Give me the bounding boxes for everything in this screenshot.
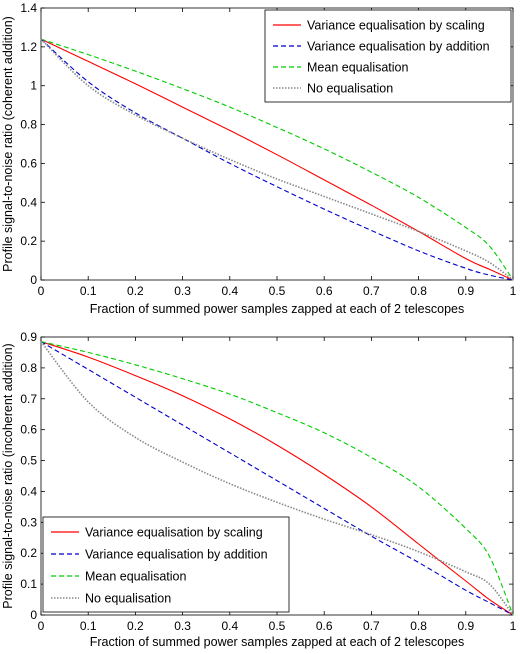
y-tick-label: 0.2 xyxy=(20,546,37,560)
y-tick-label: 0.3 xyxy=(20,515,37,529)
x-tick-label: 0.1 xyxy=(80,619,97,633)
x-tick-label: 0 xyxy=(38,284,45,298)
y-tick-label: 1.2 xyxy=(20,40,37,54)
y-tick-label: 0 xyxy=(30,608,37,622)
series-line-variance-equalisation-by-addition xyxy=(40,38,514,281)
legend: Variance equalisation by scaling Variance… xyxy=(42,516,290,613)
x-axis-label: Fraction of summed power samples zapped … xyxy=(90,635,465,649)
y-tick-label: 0.8 xyxy=(20,118,37,132)
x-tick-label: 0.9 xyxy=(457,284,474,298)
y-tick-label: 0.9 xyxy=(20,330,37,344)
x-tick-label: 0.5 xyxy=(269,619,286,633)
y-axis-label: Profile signal-to-noise ratio (incoheren… xyxy=(1,343,15,608)
y-tick-label: 0.6 xyxy=(20,156,37,170)
legend-box xyxy=(264,9,512,103)
x-tick-label: 1 xyxy=(510,619,517,633)
x-axis-ticks: 0 0.1 0.2 0.3 0.4 0.5 0.6 0.7 0.8 0.9 1 xyxy=(38,337,517,633)
x-tick-label: 1 xyxy=(510,284,517,298)
incoherent-addition-chart: 0 0.1 0.2 0.3 0.4 0.5 0.6 0.7 0.8 0.9 1 0 0.1 0.2 0.3… xyxy=(1,330,517,649)
y-tick-label: 0 xyxy=(30,273,37,287)
y-tick-label: 0.1 xyxy=(20,577,37,591)
coherent-addition-chart: 0 0.1 0.2 0.3 0.4 0.5 0.6 0.7 0.8 0.9 1 0 0.2 0.4 0.6… xyxy=(1,1,517,316)
x-tick-label: 0.7 xyxy=(363,619,380,633)
x-tick-label: 0.6 xyxy=(316,284,333,298)
x-tick-label: 0.3 xyxy=(174,284,191,298)
legend-label-no-equalisation: No equalisation xyxy=(307,82,393,96)
x-tick-label: 0.5 xyxy=(269,284,286,298)
legend-label-mean-equalisation: Mean equalisation xyxy=(85,570,187,584)
y-tick-label: 1.4 xyxy=(20,1,37,15)
legend-label-variance-equalisation-by-scaling: Variance equalisation by scaling xyxy=(85,526,263,540)
y-axis-label: Profile signal-to-noise ratio (coherent … xyxy=(1,16,15,272)
series-line-variance-equalisation-by-scaling xyxy=(40,341,514,616)
x-tick-label: 0.1 xyxy=(80,284,97,298)
series-group xyxy=(40,341,514,616)
x-tick-label: 0.8 xyxy=(410,284,427,298)
series-group xyxy=(40,38,514,281)
x-tick-label: 0.3 xyxy=(174,619,191,633)
series-line-no-equalisation xyxy=(40,38,514,281)
legend-label-no-equalisation: No equalisation xyxy=(85,592,171,606)
y-tick-label: 0.8 xyxy=(20,361,37,375)
x-tick-label: 0.4 xyxy=(221,619,238,633)
x-tick-label: 0.6 xyxy=(316,619,333,633)
series-line-variance-equalisation-by-addition xyxy=(40,341,514,616)
y-axis-ticks: 0 0.2 0.4 0.6 0.8 1 1.2 1.4 xyxy=(20,1,513,287)
x-tick-label: 0.8 xyxy=(410,619,427,633)
y-tick-label: 0.4 xyxy=(20,484,37,498)
y-tick-label: 0.6 xyxy=(20,423,37,437)
x-tick-label: 0 xyxy=(38,619,45,633)
y-tick-label: 0.4 xyxy=(20,195,37,209)
legend-label-variance-equalisation-by-scaling: Variance equalisation by scaling xyxy=(307,19,485,33)
y-tick-label: 0.2 xyxy=(20,234,37,248)
legend-label-mean-equalisation: Mean equalisation xyxy=(307,61,409,75)
x-tick-label: 0.4 xyxy=(221,284,238,298)
legend-label-variance-equalisation-by-addition: Variance equalisation by addition xyxy=(307,40,490,54)
x-tick-label: 0.2 xyxy=(127,619,144,633)
y-tick-label: 0.7 xyxy=(20,392,37,406)
y-tick-label: 1 xyxy=(30,79,37,93)
legend: Variance equalisation by scaling Variance… xyxy=(264,9,512,103)
y-axis-ticks: 0 0.1 0.2 0.3 0.4 0.5 0.6 0.7 0.8 0.9 xyxy=(20,330,513,622)
x-tick-label: 0.2 xyxy=(127,284,144,298)
series-line-no-equalisation xyxy=(40,341,514,616)
legend-box xyxy=(42,516,290,613)
series-line-variance-equalisation-by-scaling xyxy=(40,38,514,281)
y-tick-label: 0.5 xyxy=(20,454,37,468)
x-tick-label: 0.7 xyxy=(363,284,380,298)
x-tick-label: 0.9 xyxy=(457,619,474,633)
series-line-mean-equalisation xyxy=(40,341,514,616)
x-axis-ticks: 0 0.1 0.2 0.3 0.4 0.5 0.6 0.7 0.8 0.9 1 xyxy=(38,8,517,298)
x-axis-label: Fraction of summed power samples zapped … xyxy=(90,302,465,316)
legend-label-variance-equalisation-by-addition: Variance equalisation by addition xyxy=(85,548,268,562)
